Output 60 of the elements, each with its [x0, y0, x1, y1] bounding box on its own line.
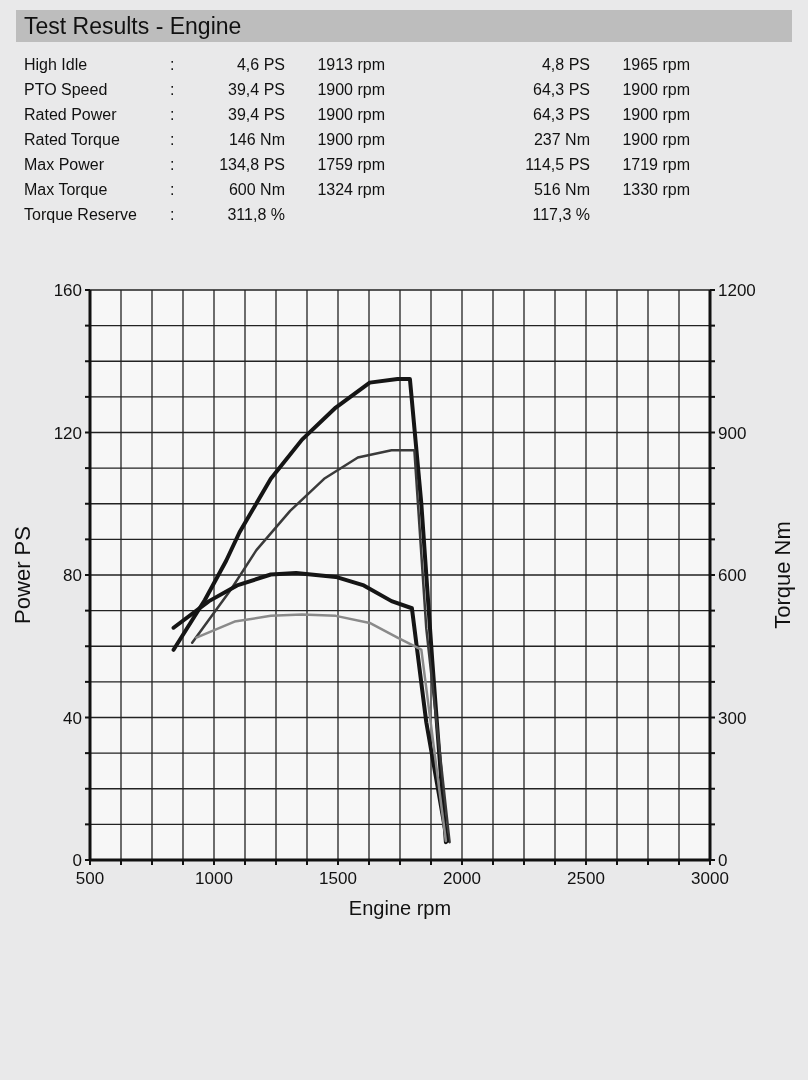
y-tick-label: 0	[72, 851, 82, 870]
y2-tick-label: 600	[718, 566, 747, 585]
text: 1965 rpm	[622, 56, 690, 73]
text: High Idle	[24, 56, 88, 73]
text: 1913 rpm	[317, 56, 385, 73]
text: PTO Speed	[24, 81, 108, 98]
y-tick-label: 80	[63, 566, 82, 585]
text: 64,3 PS	[533, 81, 590, 98]
text: :	[170, 106, 175, 123]
text: 64,3 PS	[533, 106, 590, 123]
x-tick-label: 1000	[195, 869, 233, 888]
y-tick-label: 40	[63, 708, 82, 728]
text: 146 Nm	[228, 131, 285, 148]
text: 39,4 PS	[228, 81, 285, 98]
text: 114,5 PS	[525, 156, 590, 173]
text: 4,6 PS	[236, 56, 285, 73]
text: 1330 rpm	[622, 181, 690, 198]
text: 1900 rpm	[317, 131, 385, 148]
y2-tick-label: 1200	[718, 281, 756, 300]
text: 39,4 PS	[228, 106, 285, 123]
text: 1900 rpm	[622, 106, 690, 123]
text: 1900 rpm	[622, 131, 690, 148]
text: :	[170, 56, 175, 73]
y-tick-label: 120	[53, 423, 82, 443]
text: 1900 rpm	[317, 106, 385, 123]
text: :	[170, 81, 175, 98]
x-tick-label: 3000	[691, 869, 729, 888]
text: Max Power	[24, 156, 105, 173]
text: 311,8 %	[227, 206, 285, 223]
text: 4,8 PS	[541, 56, 590, 73]
x-tick-label: 500	[75, 869, 105, 888]
text: 600 Nm	[228, 181, 285, 198]
text: 134,8 PS	[219, 156, 285, 173]
text: 1719 rpm	[622, 156, 690, 173]
text: 1759 rpm	[317, 156, 385, 173]
text: 1900 rpm	[317, 81, 385, 98]
text: 516 Nm	[533, 181, 590, 198]
y-axis-title: Power PS	[10, 526, 35, 624]
text: Torque Reserve	[24, 206, 138, 223]
x-tick-label: 2000	[443, 869, 481, 888]
text: 1900 rpm	[622, 81, 690, 98]
y2-tick-label: 300	[718, 708, 747, 728]
x-axis-title: Engine rpm	[348, 897, 452, 919]
chart-title: Test Results - Engine	[24, 13, 242, 39]
text: Rated Torque	[24, 131, 120, 148]
y2-tick-label: 0	[718, 851, 728, 870]
text: Rated Power	[24, 106, 118, 123]
y2-axis-title: Torque Nm	[770, 521, 795, 629]
text: 237 Nm	[533, 131, 590, 148]
text: Max Torque	[24, 181, 108, 198]
text: :	[170, 156, 175, 173]
text: :	[170, 181, 175, 198]
x-tick-label: 2500	[567, 869, 605, 888]
y2-tick-label: 900	[718, 423, 747, 443]
y-tick-label: 160	[53, 281, 82, 300]
text: 1324 rpm	[317, 181, 385, 198]
text: 117,3 %	[532, 206, 590, 223]
x-tick-label: 1500	[319, 869, 357, 888]
text: :	[170, 206, 175, 223]
text: :	[170, 131, 175, 148]
